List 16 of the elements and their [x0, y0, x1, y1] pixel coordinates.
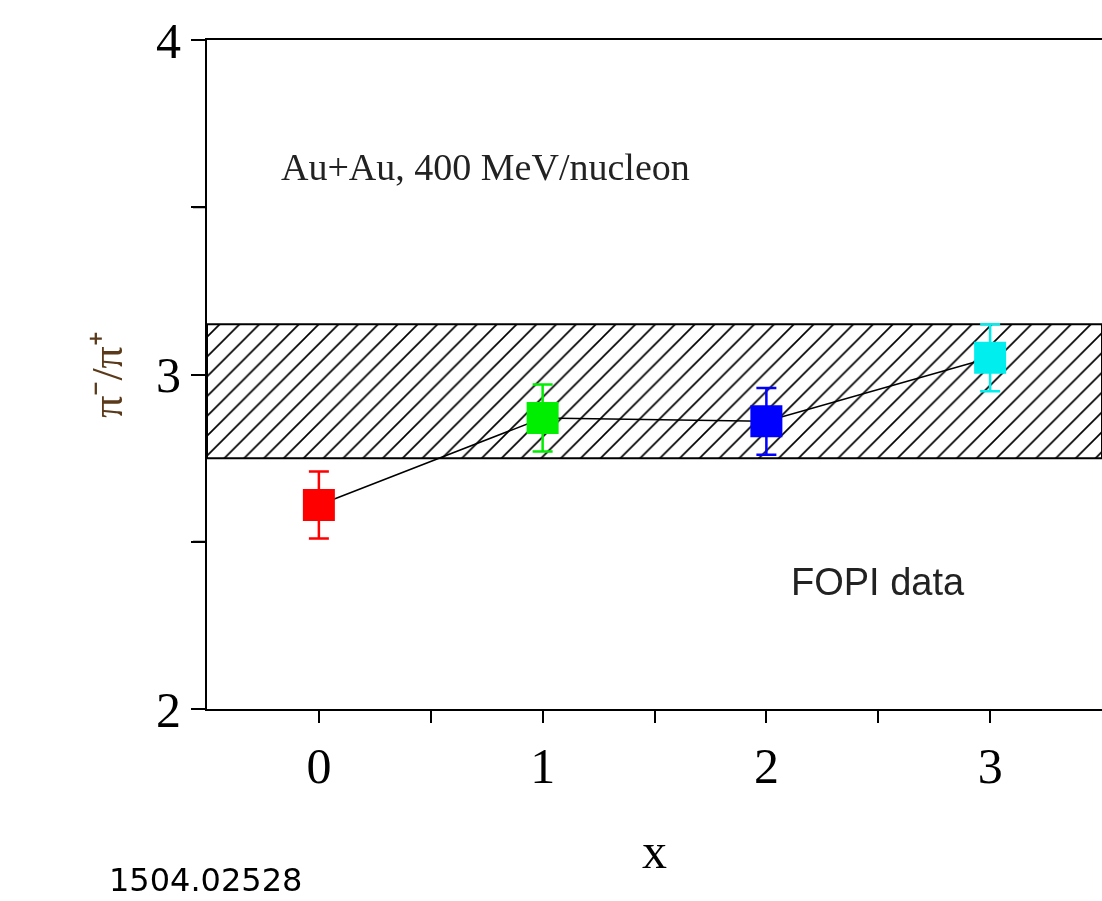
annotation: Au+Au, 400 MeV/nucleon [281, 146, 690, 188]
x-tick-label: 1 [530, 738, 556, 794]
y-tick-label: 3 [156, 347, 181, 403]
x-tick-label: 2 [753, 738, 779, 794]
point [526, 401, 559, 434]
point [302, 488, 335, 521]
y-tick-label: 4 [156, 12, 181, 69]
x-axis-title: x [642, 823, 667, 879]
point [750, 405, 783, 438]
x-tick-label: 0 [306, 738, 332, 794]
y-tick-label: 2 [156, 681, 181, 738]
x-tick-label: 3 [977, 738, 1003, 794]
point [974, 341, 1007, 374]
annotation: FOPI data [791, 561, 966, 603]
text: 1504.02528 [109, 861, 303, 899]
y-axis-title: π⁻/π⁺ [82, 331, 132, 418]
